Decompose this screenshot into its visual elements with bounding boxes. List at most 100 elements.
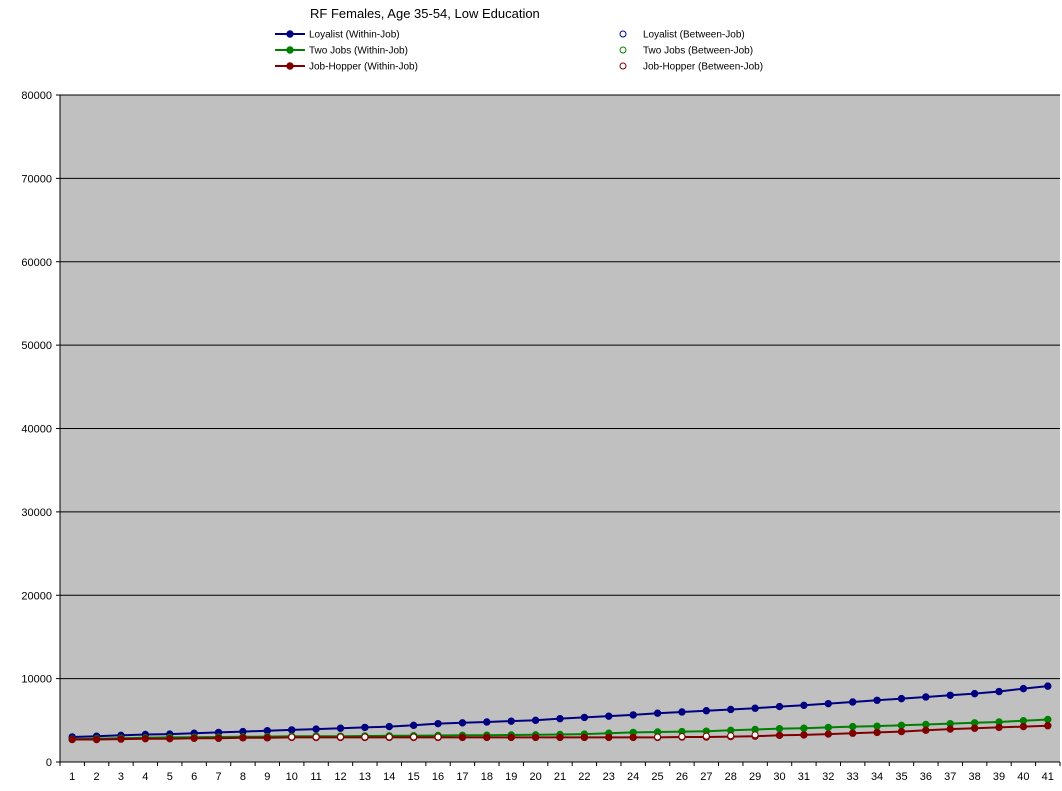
data-point [556,733,564,742]
data-point [385,733,393,741]
legend-swatch-marker [286,46,294,54]
data-point [922,726,930,735]
data-point [1044,715,1052,724]
data-point [873,696,881,705]
data-point [897,694,906,703]
data-point [1044,682,1052,690]
data-point [190,734,198,742]
data-point [946,725,954,733]
x-tick-label: 2 [94,771,100,783]
x-tick-label: 14 [383,771,395,783]
x-tick-label: 26 [676,771,688,783]
data-point [410,733,418,741]
data-point [775,724,784,733]
data-point [263,734,272,742]
x-tick-label: 28 [725,771,737,783]
x-tick-label: 37 [944,771,956,783]
x-tick-label: 27 [700,771,712,783]
x-tick-label: 31 [798,771,810,783]
data-point [727,732,735,740]
data-point [166,734,174,743]
data-point [824,723,832,732]
data-point [653,709,662,717]
legend-entry: Job-Hopper (Between-Job) [619,62,763,73]
data-point [995,687,1003,696]
y-tick-label: 50000 [21,340,52,352]
data-point [483,733,491,742]
x-tick-label: 1 [69,771,75,783]
data-point [995,723,1003,732]
data-point [800,701,808,710]
legend-swatch-marker [619,62,627,70]
legend-label: Two Jobs (Within-Job) [309,46,408,57]
y-tick-label: 20000 [21,590,52,602]
data-point [434,719,442,728]
data-point [92,735,101,744]
data-point [361,723,369,732]
x-tick-label: 20 [529,771,541,783]
x-tick-label: 24 [627,771,639,783]
x-tick-label: 35 [895,771,907,783]
data-point [897,721,906,730]
x-tick-label: 10 [286,771,298,783]
data-point [775,702,784,711]
data-point [556,714,564,723]
x-tick-label: 17 [456,771,468,783]
legend-label: Loyalist (Between-Job) [643,30,745,41]
x-tick-label: 34 [871,771,883,783]
data-point [629,733,637,742]
data-point [1019,684,1028,693]
data-point [531,716,540,725]
data-point [458,733,467,742]
legend-entry: Loyalist (Between-Job) [619,30,745,41]
legend-entry: Loyalist (Within-Job) [275,30,400,41]
data-point [848,722,857,731]
data-point [629,711,637,719]
data-point [1019,722,1028,731]
data-point [873,728,881,737]
x-tick-label: 22 [578,771,590,783]
data-point [409,721,418,730]
y-tick-label: 70000 [21,173,52,185]
x-tick-label: 18 [481,771,493,783]
legend-entry: Job-Hopper (Within-Job) [275,62,418,73]
legend-label: Two Jobs (Between-Job) [643,46,753,57]
y-tick-label: 10000 [21,674,52,686]
data-point [288,726,296,734]
data-point [897,727,906,736]
data-point [239,734,247,742]
y-tick-label: 60000 [21,257,52,269]
x-tick-label: 6 [191,771,197,783]
data-point [824,730,832,738]
data-point [507,733,515,742]
data-point [483,718,491,726]
x-tick-label: 16 [432,771,444,783]
legend: Loyalist (Within-Job) Two Jobs (Within-Jo… [275,30,763,73]
x-tick-label: 33 [847,771,859,783]
data-point [970,689,979,698]
x-tick-label: 19 [505,771,517,783]
data-point [580,713,589,722]
data-point [873,722,881,730]
data-point [824,699,832,708]
x-tick-label: 15 [408,771,420,783]
x-tick-label: 12 [334,771,346,783]
x-tick-label: 21 [554,771,566,783]
x-tick-label: 23 [603,771,615,783]
y-axis-ticks: 0 10000 20000 30000 40000 50000 60000 70000 8000… [21,90,60,769]
legend-label: Job-Hopper (Within-Job) [309,62,418,73]
data-point [580,733,589,742]
x-tick-label: 32 [822,771,834,783]
x-tick-label: 41 [1042,771,1054,783]
data-point [312,725,320,733]
data-point [848,698,857,706]
x-tick-label: 11 [310,771,321,783]
y-tick-label: 30000 [21,507,52,519]
data-point [970,724,979,732]
data-point [68,735,76,744]
data-point [751,704,759,712]
legend-swatch-marker [619,46,627,54]
data-point [214,734,223,742]
legend-entry: Two Jobs (Within-Job) [275,46,408,57]
x-tick-label: 25 [651,771,663,783]
